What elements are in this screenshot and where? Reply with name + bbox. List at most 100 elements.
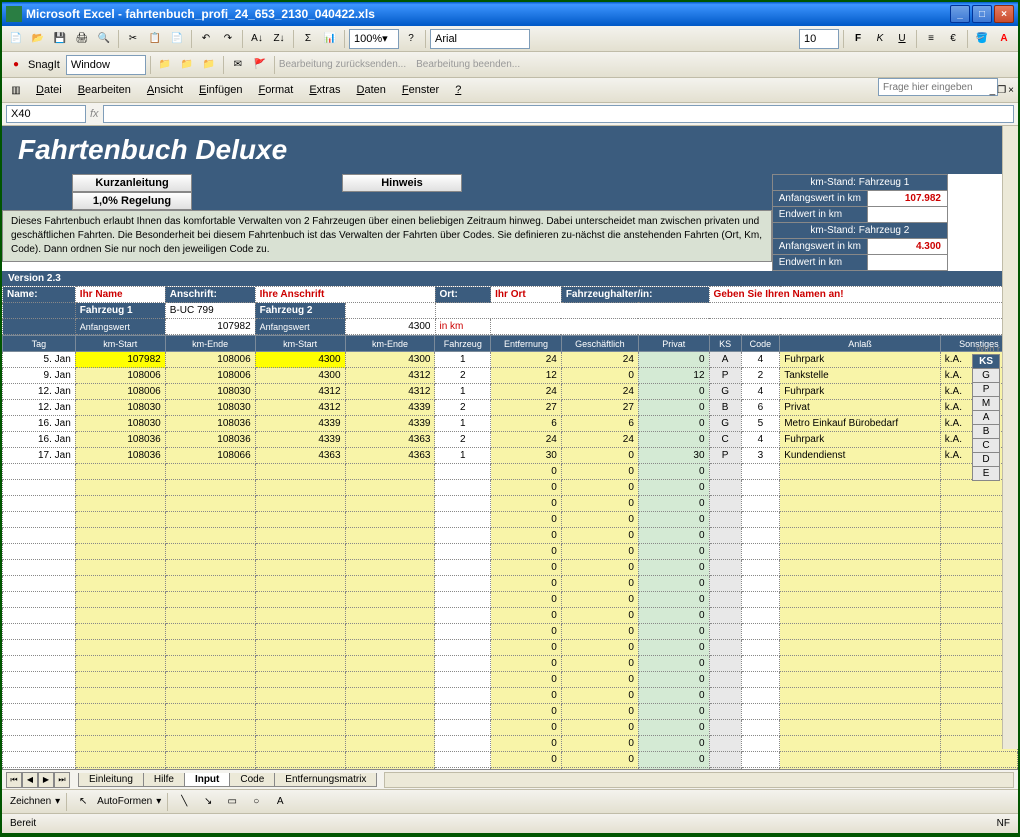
table-row[interactable]: 17. Jan10803610806643634363130030P3Kunde… bbox=[3, 448, 1018, 464]
menu-bearbeiten[interactable]: Bearbeiten bbox=[70, 82, 139, 98]
table-row[interactable]: 9. Jan10800610800643004312212012P2Tankst… bbox=[3, 368, 1018, 384]
table-row[interactable]: 000 bbox=[3, 672, 1018, 688]
table-row[interactable]: 000 bbox=[3, 624, 1018, 640]
table-row[interactable]: 5. Jan10798210800643004300124240A4Fuhrpa… bbox=[3, 352, 1018, 368]
table-row[interactable]: 000 bbox=[3, 544, 1018, 560]
menu-?[interactable]: ? bbox=[447, 82, 469, 98]
sheet-tab-einleitung[interactable]: Einleitung bbox=[78, 773, 144, 787]
table-row[interactable]: 000 bbox=[3, 512, 1018, 528]
name-box[interactable]: X40 bbox=[6, 105, 86, 123]
kurzanleitung-button[interactable]: Kurzanleitung bbox=[72, 174, 192, 192]
table-row[interactable]: 12. Jan10800610803043124312124240G4Fuhrp… bbox=[3, 384, 1018, 400]
table-row[interactable]: 16. Jan10803610803643394363224240C4Fuhrp… bbox=[3, 432, 1018, 448]
mail-icon[interactable]: ✉ bbox=[228, 55, 248, 75]
tab-last-icon[interactable]: ⏭ bbox=[54, 772, 70, 788]
print-icon[interactable]: 🖨 bbox=[72, 29, 92, 49]
arrow-icon[interactable]: ↘ bbox=[198, 792, 218, 812]
table-row[interactable]: 000 bbox=[3, 528, 1018, 544]
table-row[interactable]: 000 bbox=[3, 496, 1018, 512]
folder2-icon[interactable]: 📁 bbox=[177, 55, 197, 75]
formula-input[interactable] bbox=[103, 105, 1014, 123]
sheet-tab-code[interactable]: Code bbox=[229, 773, 275, 787]
col-header[interactable]: Code bbox=[741, 336, 780, 352]
table-row[interactable]: 000 bbox=[3, 768, 1018, 770]
help-icon[interactable]: ? bbox=[401, 29, 421, 49]
align-left-icon[interactable]: ≡ bbox=[921, 29, 941, 49]
table-row[interactable]: 000 bbox=[3, 592, 1018, 608]
italic-icon[interactable]: K bbox=[870, 29, 890, 49]
snagit-window-select[interactable]: Window bbox=[66, 55, 146, 75]
table-row[interactable]: 000 bbox=[3, 704, 1018, 720]
excel-doc-icon[interactable]: ▥ bbox=[6, 80, 26, 100]
table-row[interactable]: 12. Jan10803010803043124339227270B6Priva… bbox=[3, 400, 1018, 416]
flag-icon[interactable]: 🚩 bbox=[250, 55, 270, 75]
col-header[interactable]: Geschäftlich bbox=[561, 336, 638, 352]
regelung-button[interactable]: 1,0% Regelung bbox=[72, 192, 192, 210]
table-row[interactable]: 000 bbox=[3, 560, 1018, 576]
font-name-select[interactable]: Arial bbox=[430, 29, 530, 49]
tab-first-icon[interactable]: ⏮ bbox=[6, 772, 22, 788]
table-row[interactable]: 16. Jan108030108036433943391660G5Metro E… bbox=[3, 416, 1018, 432]
new-icon[interactable]: 📄 bbox=[6, 29, 26, 49]
col-header[interactable]: km-Ende bbox=[165, 336, 255, 352]
sheet-tab-entfernungsmatrix[interactable]: Entfernungsmatrix bbox=[274, 773, 377, 787]
table-row[interactable]: 000 bbox=[3, 688, 1018, 704]
tab-prev-icon[interactable]: ◀ bbox=[22, 772, 38, 788]
table-row[interactable]: 000 bbox=[3, 640, 1018, 656]
doc-restore-icon[interactable]: ❐ bbox=[997, 85, 1006, 96]
table-row[interactable]: 000 bbox=[3, 656, 1018, 672]
currency-icon[interactable]: € bbox=[943, 29, 963, 49]
horizontal-scrollbar[interactable] bbox=[384, 772, 1014, 788]
line-icon[interactable]: ╲ bbox=[174, 792, 194, 812]
col-header[interactable]: Anlaß bbox=[780, 336, 941, 352]
doc-minimize-icon[interactable]: _ bbox=[990, 85, 996, 96]
table-row[interactable]: 000 bbox=[3, 720, 1018, 736]
rect-icon[interactable]: ▭ bbox=[222, 792, 242, 812]
textbox-icon[interactable]: A bbox=[270, 792, 290, 812]
col-header[interactable]: Privat bbox=[638, 336, 709, 352]
cut-icon[interactable]: ✂ bbox=[123, 29, 143, 49]
col-header[interactable]: km-Ende bbox=[345, 336, 435, 352]
sum-icon[interactable]: Σ bbox=[298, 29, 318, 49]
preview-icon[interactable]: 🔍 bbox=[94, 29, 114, 49]
copy-icon[interactable]: 📋 bbox=[145, 29, 165, 49]
font-size-select[interactable]: 10 bbox=[799, 29, 839, 49]
menu-format[interactable]: Format bbox=[250, 82, 301, 98]
menu-ansicht[interactable]: Ansicht bbox=[139, 82, 191, 98]
zeichnen-menu[interactable]: Zeichnen bbox=[10, 796, 51, 807]
col-header[interactable]: Tag bbox=[3, 336, 76, 352]
table-row[interactable]: 000 bbox=[3, 608, 1018, 624]
redo-icon[interactable]: ↷ bbox=[218, 29, 238, 49]
menu-extras[interactable]: Extras bbox=[301, 82, 348, 98]
autoformen-menu[interactable]: AutoFormen bbox=[97, 796, 152, 807]
underline-icon[interactable]: U bbox=[892, 29, 912, 49]
zoom-select[interactable]: 100% ▾ bbox=[349, 29, 399, 49]
minimize-button[interactable]: _ bbox=[950, 5, 970, 23]
col-header[interactable]: km-Start bbox=[75, 336, 165, 352]
folder3-icon[interactable]: 📁 bbox=[199, 55, 219, 75]
col-header[interactable]: KS bbox=[709, 336, 741, 352]
chart-icon[interactable]: 📊 bbox=[320, 29, 340, 49]
help-search-input[interactable] bbox=[878, 78, 998, 96]
sort-desc-icon[interactable]: Z↓ bbox=[269, 29, 289, 49]
worksheet[interactable]: Fahrtenbuch Deluxe Kurzanleitung Hinweis… bbox=[2, 126, 1018, 769]
menu-fenster[interactable]: Fenster bbox=[394, 82, 447, 98]
tab-next-icon[interactable]: ▶ bbox=[38, 772, 54, 788]
undo-icon[interactable]: ↶ bbox=[196, 29, 216, 49]
close-button[interactable]: × bbox=[994, 5, 1014, 23]
maximize-button[interactable]: □ bbox=[972, 5, 992, 23]
sheet-tab-hilfe[interactable]: Hilfe bbox=[143, 773, 185, 787]
folder-icon[interactable]: 📁 bbox=[155, 55, 175, 75]
bold-icon[interactable]: F bbox=[848, 29, 868, 49]
save-icon[interactable]: 💾 bbox=[50, 29, 70, 49]
paste-icon[interactable]: 📄 bbox=[167, 29, 187, 49]
table-row[interactable]: 000 bbox=[3, 576, 1018, 592]
select-icon[interactable]: ↖ bbox=[73, 792, 93, 812]
open-icon[interactable]: 📂 bbox=[28, 29, 48, 49]
col-header[interactable]: Entfernung bbox=[491, 336, 562, 352]
menu-einfügen[interactable]: Einfügen bbox=[191, 82, 250, 98]
col-header[interactable]: km-Start bbox=[255, 336, 345, 352]
sort-asc-icon[interactable]: A↓ bbox=[247, 29, 267, 49]
oval-icon[interactable]: ○ bbox=[246, 792, 266, 812]
fx-icon[interactable]: fx bbox=[90, 108, 99, 120]
